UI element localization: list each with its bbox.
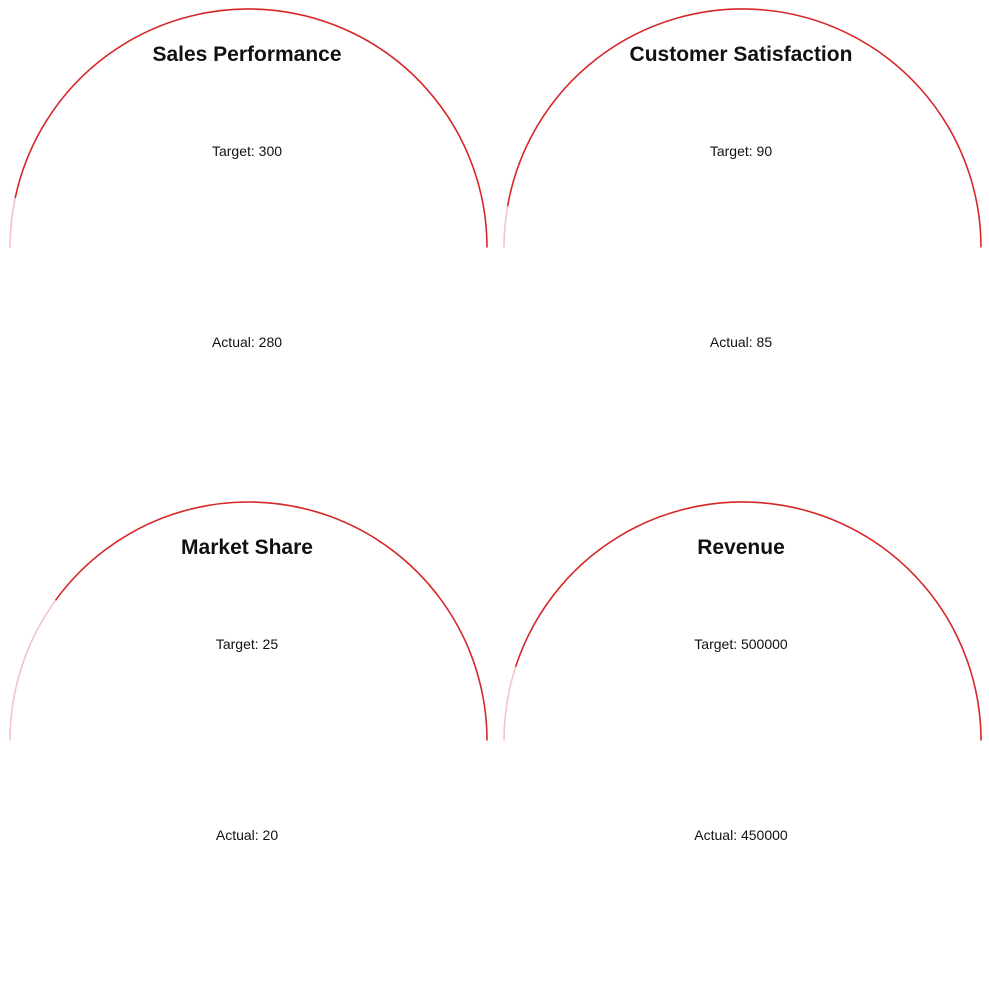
- gauge-remaining-arc: [9, 197, 16, 248]
- gauge-actual-arc: [14, 8, 488, 248]
- gauge-title: Market Share: [181, 536, 313, 559]
- gauge-panel-sales-performance: Sales Performance Target: 300 Actual: 28…: [0, 0, 494, 493]
- gauge-title: Revenue: [697, 536, 785, 559]
- gauge-svg: [503, 501, 982, 741]
- gauge-target-label: Target: 25: [215, 636, 279, 652]
- gauge-actual-label: Actual: 20: [215, 827, 279, 843]
- gauge-actual-arc: [506, 8, 982, 248]
- gauge-title: Customer Satisfaction: [629, 43, 853, 66]
- gauge-target-label: Target: 90: [709, 143, 773, 159]
- gauge-remaining-arc: [9, 599, 57, 741]
- gauge-actual-label: Actual: 450000: [694, 827, 788, 843]
- gauge-actual-arc: [514, 501, 982, 741]
- gauge-actual-label: Actual: 85: [709, 334, 773, 350]
- gauge-panel-market-share: Market Share Target: 25 Actual: 20: [0, 493, 494, 986]
- gauge-remaining-arc: [503, 666, 517, 741]
- gauge-actual-arc: [54, 501, 488, 741]
- gauge-remaining-arc: [503, 205, 509, 248]
- gauge-panel-revenue: Revenue Target: 500000 Actual: 450000: [494, 493, 988, 986]
- gauge-panel-customer-satisfaction: Customer Satisfaction Target: 90 Actual:…: [494, 0, 988, 493]
- gauge-svg: [503, 8, 982, 248]
- gauge-svg: [9, 501, 488, 741]
- gauge-target-label: Target: 500000: [694, 636, 788, 652]
- gauge-actual-label: Actual: 280: [211, 334, 283, 350]
- gauge-svg: [9, 8, 488, 248]
- gauge-title: Sales Performance: [152, 43, 342, 66]
- gauge-target-label: Target: 300: [211, 143, 283, 159]
